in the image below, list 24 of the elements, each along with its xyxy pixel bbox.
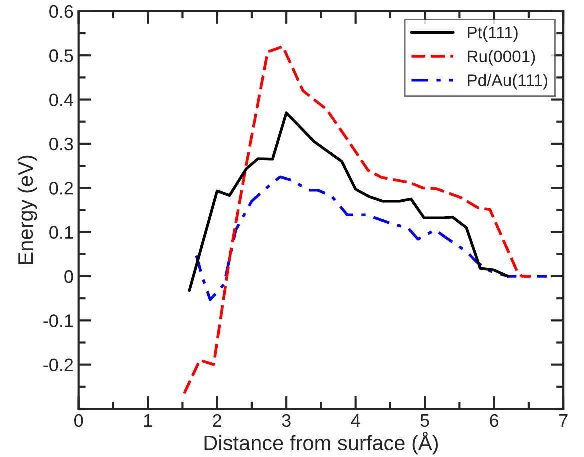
legend-label: Pd/Au(111) — [468, 74, 548, 90]
x-tick-label: 6 — [490, 414, 499, 428]
y-tick-label: 0 — [64, 270, 74, 284]
x-tick-label: 1 — [144, 414, 152, 427]
y-tick-label: 0.3 — [50, 138, 74, 151]
line-series — [188, 112, 510, 292]
line-series — [195, 176, 548, 302]
y-tick-label: 0.1 — [50, 226, 74, 240]
x-tick-label: 3 — [282, 414, 291, 428]
legend-label: Pt(111) — [468, 26, 518, 42]
y-tick-label: -0.2 — [44, 358, 74, 372]
y-tick-label: 0.6 — [50, 5, 74, 18]
x-tick-label: 7 — [559, 414, 568, 427]
x-tick-label: 0 — [74, 414, 84, 428]
x-tick-label: 4 — [351, 414, 360, 427]
legend-label: Ru(0001) — [468, 50, 536, 66]
y-tick-label: -0.1 — [44, 314, 74, 328]
y-tick-label: 0.2 — [50, 182, 74, 195]
x-tick-label: 5 — [420, 414, 430, 428]
y-tick-label: 0.4 — [50, 94, 74, 106]
x-axis-title: Distance from surface (Å) — [204, 432, 438, 455]
y-tick-label: 0.5 — [50, 50, 74, 62]
y-axis-title: Energy (eV) — [18, 156, 38, 264]
x-tick-label: 2 — [213, 414, 222, 427]
